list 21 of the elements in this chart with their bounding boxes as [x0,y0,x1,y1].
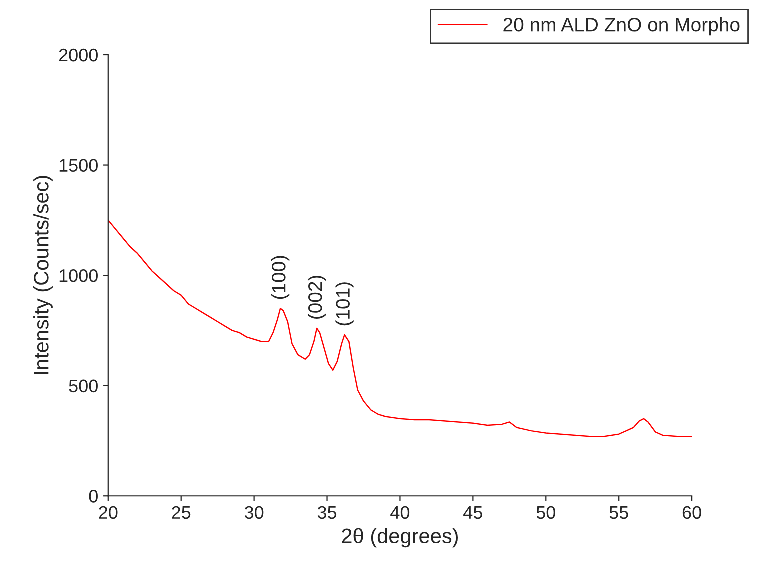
y-tick-label: 1000 [60,269,98,282]
x-tick-label: 50 [536,506,556,520]
x-tick-label: 40 [390,506,410,520]
y-tick-label: 1500 [60,159,98,172]
x-tick-label: 20 [99,506,118,520]
annotation: (002) [308,276,326,319]
x-tick-label: 55 [610,506,628,520]
legend-label: 20 nm ALD ZnO on Morpho [504,18,740,36]
annotation: (101) [336,282,354,326]
x-tick-label: 60 [682,506,702,520]
y-tick-label: 0 [89,490,98,503]
x-axis-title: 2θ (degrees) [342,528,458,548]
x-tick-label: 35 [318,506,337,520]
y-tick-label: 500 [69,380,98,393]
x-tick-label: 30 [244,506,264,520]
y-axis-title: Intensity (Counts/sec) [34,176,53,374]
y-tick-label: 2000 [59,48,98,62]
line-series [108,220,692,438]
x-tick-label: 25 [172,506,191,520]
x-tick-label: 45 [464,506,482,520]
annotation: (100) [272,256,290,300]
